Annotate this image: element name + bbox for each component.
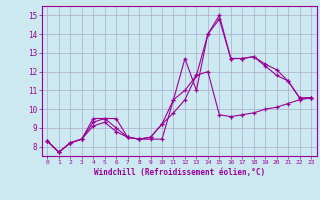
X-axis label: Windchill (Refroidissement éolien,°C): Windchill (Refroidissement éolien,°C) [94, 168, 265, 177]
